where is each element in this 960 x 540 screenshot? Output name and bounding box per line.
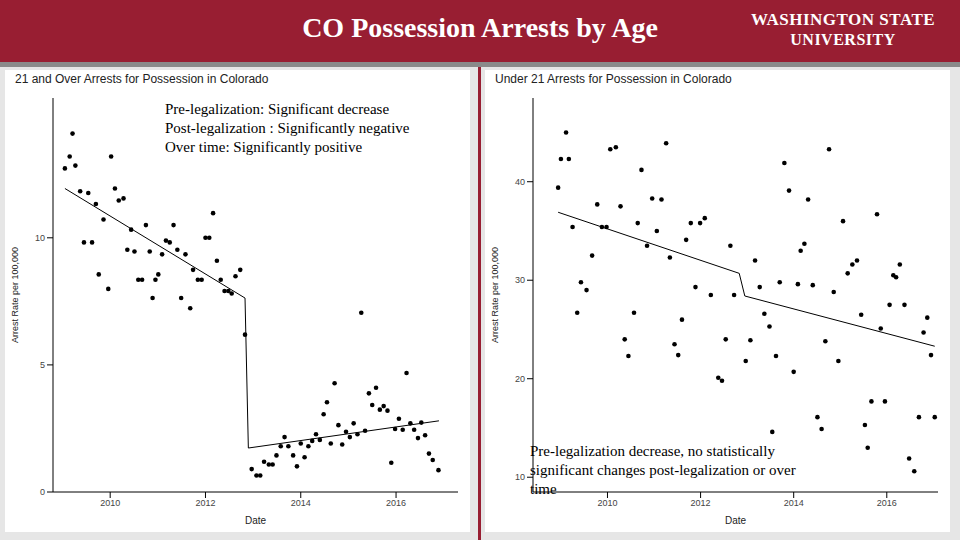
html-text:Under 21 Arrests for Possessio: Under 21 Arrests for Possession in Color… bbox=[495, 72, 732, 86]
html-text:UNIVERSITY: UNIVERSITY bbox=[790, 31, 896, 48]
svg-text:40: 40 bbox=[515, 177, 525, 187]
svg-text:2016: 2016 bbox=[877, 498, 897, 508]
svg-text:20: 20 bbox=[515, 374, 525, 384]
html-text:Pre-legalization decrease, no: Pre-legalization decrease, no statistica… bbox=[530, 443, 796, 497]
svg-text:2010: 2010 bbox=[100, 498, 120, 508]
svg-text:Arrest Rate per 100,000: Arrest Rate per 100,000 bbox=[10, 247, 20, 343]
svg-text:10: 10 bbox=[515, 472, 525, 482]
svg-text:5: 5 bbox=[40, 360, 45, 370]
html-text:Pre-legalization: Significant: Pre-legalization: Significant decrease bbox=[165, 101, 390, 117]
svg-text:2014: 2014 bbox=[784, 498, 804, 508]
svg-text:10: 10 bbox=[35, 233, 45, 243]
html-text:CO Possession Arrests by Age: CO Possession Arrests by Age bbox=[302, 12, 658, 43]
html-text:WASHINGTON STATE: WASHINGTON STATE bbox=[750, 10, 936, 29]
svg-text:2010: 2010 bbox=[597, 498, 617, 508]
html-text:Over time: Significantly posit: Over time: Significantly positive bbox=[165, 139, 363, 155]
svg-text:2014: 2014 bbox=[291, 498, 311, 508]
svg-text:0: 0 bbox=[40, 487, 45, 497]
svg-text:2016: 2016 bbox=[386, 498, 406, 508]
svg-text:Arrest Rate per 100,000: Arrest Rate per 100,000 bbox=[490, 247, 500, 343]
svg-text:2012: 2012 bbox=[691, 498, 711, 508]
svg-text:2012: 2012 bbox=[195, 498, 215, 508]
svg-text:Date: Date bbox=[245, 515, 267, 526]
svg-text:Date: Date bbox=[725, 515, 747, 526]
html-text:Post-legalization : Significan: Post-legalization : Significantly negati… bbox=[165, 120, 410, 136]
svg-text:30: 30 bbox=[515, 275, 525, 285]
html-text:21 and Over Arrests for Posses: 21 and Over Arrests for Possession in Co… bbox=[15, 72, 269, 86]
